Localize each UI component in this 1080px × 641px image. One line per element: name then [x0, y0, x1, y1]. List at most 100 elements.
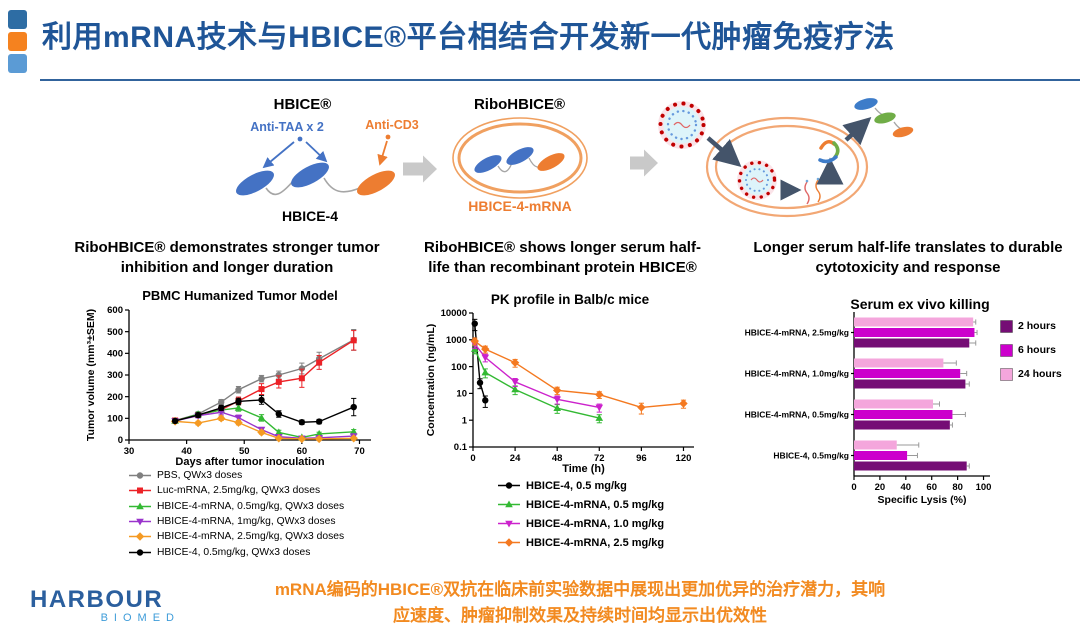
- ring-anti-cd3-domain: [537, 153, 565, 171]
- legend-swatch: [129, 518, 151, 526]
- legend-swatch: [1000, 367, 1013, 381]
- svg-text:Specific Lysis (%): Specific Lysis (%): [878, 494, 967, 506]
- legend-swatch: [498, 538, 520, 547]
- svg-text:400: 400: [107, 349, 123, 360]
- anti-cd3-domain: [357, 170, 395, 196]
- svg-text:60: 60: [297, 446, 308, 457]
- tumor-chart-title: PBMC Humanized Tumor Model: [142, 288, 338, 303]
- svg-text:30: 30: [124, 446, 135, 457]
- svg-text:HBICE-4-mRNA, 2.5mg/kg: HBICE-4-mRNA, 2.5mg/kg: [745, 328, 849, 338]
- killing-chart-title: Serum ex vivo killing: [850, 296, 990, 312]
- svg-text:0: 0: [470, 453, 475, 464]
- svg-text:50: 50: [239, 446, 250, 457]
- svg-text:0.1: 0.1: [454, 442, 468, 453]
- legend-item: HBICE-4-mRNA, 1.0 mg/kg: [497, 514, 664, 533]
- anti-taa-domain-2: [291, 162, 329, 188]
- svg-text:72: 72: [594, 453, 605, 464]
- tumor-chart-legend: PBS, QWx3 doses Luc-mRNA, 2.5mg/kg, QWx3 …: [128, 468, 344, 560]
- legend-label: 6 hours: [1018, 344, 1056, 356]
- mechanism-diagram: [236, 98, 914, 218]
- pk-chart-legend: HBICE-4, 0.5 mg/kg HBICE-4-mRNA, 0.5 mg/k…: [497, 476, 664, 552]
- svg-text:500: 500: [107, 327, 123, 338]
- svg-text:60: 60: [926, 482, 937, 493]
- footer-message: mRNA编码的HBICE®双抗在临床前实验数据中展现出更加优异的治疗潜力，其响 …: [190, 577, 970, 630]
- panel-heading-pk: RiboHBICE® shows longer serum half-life …: [424, 239, 701, 277]
- anti-taa-callout-dot: [297, 136, 303, 142]
- svg-text:24: 24: [510, 453, 521, 464]
- legend-swatch: [498, 482, 520, 489]
- nascent-protein: [818, 140, 840, 164]
- tumor-volume-chart: 30 40 50 60 70 0 100 200 300 400 500 600 Days after …: [85, 305, 371, 468]
- svg-text:80: 80: [952, 482, 963, 493]
- svg-text:0: 0: [118, 435, 123, 446]
- legend-label: Luc-mRNA, 2.5mg/kg, QWx3 doses: [157, 485, 321, 497]
- slide-title: 利用mRNA技术与HBICE®平台相结合开发新一代肿瘤免疫疗法: [42, 21, 895, 54]
- anti-cd3-callout-dot: [385, 134, 391, 140]
- ribohbice-platform-label: RiboHBICE®: [473, 96, 566, 113]
- title-divider: [40, 79, 1080, 81]
- pk-chart-title: PK profile in Balb/c mice: [490, 292, 650, 307]
- mrna-strands: [804, 177, 821, 205]
- legend-swatch: [129, 502, 151, 510]
- ring-anti-taa-domain-2: [506, 147, 534, 165]
- legend-item: 24 hours: [1000, 362, 1062, 386]
- harbour-logo-text: HARBOUR: [30, 586, 164, 613]
- legend-item: HBICE-4, 0.5mg/kg, QWx3 doses: [128, 544, 344, 559]
- legend-swatch: [498, 520, 520, 528]
- legend-item: 6 hours: [1000, 338, 1062, 362]
- legend-item: HBICE-4-mRNA, 0.5mg/kg, QWx3 doses: [128, 499, 344, 514]
- linker-squiggle: [323, 177, 363, 193]
- svg-text:100: 100: [451, 362, 467, 373]
- legend-label: HBICE-4-mRNA, 0.5 mg/kg: [526, 498, 665, 511]
- legend-item: HBICE-4, 0.5 mg/kg: [497, 476, 664, 495]
- lnp-particle-outside: [658, 101, 706, 149]
- hbice-4-mrna-caption: HBICE-4-mRNA: [468, 198, 572, 214]
- svg-text:HBICE-4-mRNA, 1.0mg/kg: HBICE-4-mRNA, 1.0mg/kg: [745, 369, 849, 379]
- serum-killing-chart: 0 20 40 60 80 100 Specific Lysis (%) HBICE-4-mR…: [745, 312, 992, 506]
- anti-cd3-arrow: [377, 140, 388, 166]
- harbour-logo: HARBOUR BIOMED: [30, 586, 180, 624]
- anti-taa-domain-1: [236, 170, 274, 196]
- svg-text:40: 40: [901, 482, 912, 493]
- legend-item: HBICE-4-mRNA, 2.5mg/kg, QWx3 doses: [128, 529, 344, 544]
- svg-text:300: 300: [107, 370, 123, 381]
- svg-text:Days after tumor inoculation: Days after tumor inoculation: [175, 456, 324, 468]
- legend-item: 2 hours: [1000, 314, 1062, 338]
- svg-text:HBICE-4, 0.5mg/kg: HBICE-4, 0.5mg/kg: [773, 451, 849, 461]
- cell-outer-membrane: [705, 116, 869, 218]
- svg-text:70: 70: [354, 446, 365, 457]
- legend-label: HBICE-4-mRNA, 2.5mg/kg, QWx3 doses: [157, 531, 345, 543]
- anti-taa-arrow-right: [305, 141, 328, 163]
- svg-text:40: 40: [181, 446, 192, 457]
- svg-text:20: 20: [875, 482, 886, 493]
- anti-cd3-label: Anti-CD3: [365, 118, 419, 132]
- svg-text:96: 96: [636, 453, 647, 464]
- legend-label: PBS, QWx3 doses: [157, 470, 243, 482]
- legend-item: HBICE-4-mRNA, 2.5 mg/kg: [497, 533, 664, 552]
- lnp-particle-inside: [737, 160, 777, 200]
- svg-text:120: 120: [676, 453, 692, 464]
- svg-text:1000: 1000: [446, 335, 467, 346]
- legend-swatch: [498, 500, 520, 508]
- legend-swatch: [129, 472, 151, 479]
- pk-profile-chart: 0 24 48 72 96 120 0.1 1 10 100 1000 10000 Time (h) Co…: [425, 308, 694, 475]
- secreted-antibody: [854, 98, 914, 138]
- legend-label: HBICE-4-mRNA, 0.5mg/kg, QWx3 doses: [157, 500, 345, 512]
- legend-label: HBICE-4-mRNA, 1mg/kg, QWx3 doses: [157, 516, 336, 528]
- panel-heading-killing: Longer serum half-life translates to dur…: [753, 239, 1063, 277]
- cell-inner-membrane: [714, 124, 860, 210]
- panel-heading-tumor: RiboHBICE® demonstrates stronger tumor i…: [74, 239, 380, 277]
- legend-label: HBICE-4, 0.5 mg/kg: [526, 479, 627, 492]
- block-arrow-1: [403, 155, 437, 183]
- svg-text:100: 100: [976, 482, 992, 493]
- svg-text:100: 100: [107, 414, 123, 425]
- footer-message-line2: 应速度、肿瘤抑制效果及持续时间均显示出优效性: [393, 606, 767, 626]
- svg-text:200: 200: [107, 392, 123, 403]
- svg-text:48: 48: [552, 453, 563, 464]
- ribohbice-outer-ring: [452, 117, 588, 199]
- legend-item: Luc-mRNA, 2.5mg/kg, QWx3 doses: [128, 483, 344, 498]
- legend-item: PBS, QWx3 doses: [128, 468, 344, 483]
- svg-text:Concentration (ng/mL): Concentration (ng/mL): [425, 324, 437, 437]
- svg-text:Tumor volume (mm³±SEM): Tumor volume (mm³±SEM): [85, 309, 97, 441]
